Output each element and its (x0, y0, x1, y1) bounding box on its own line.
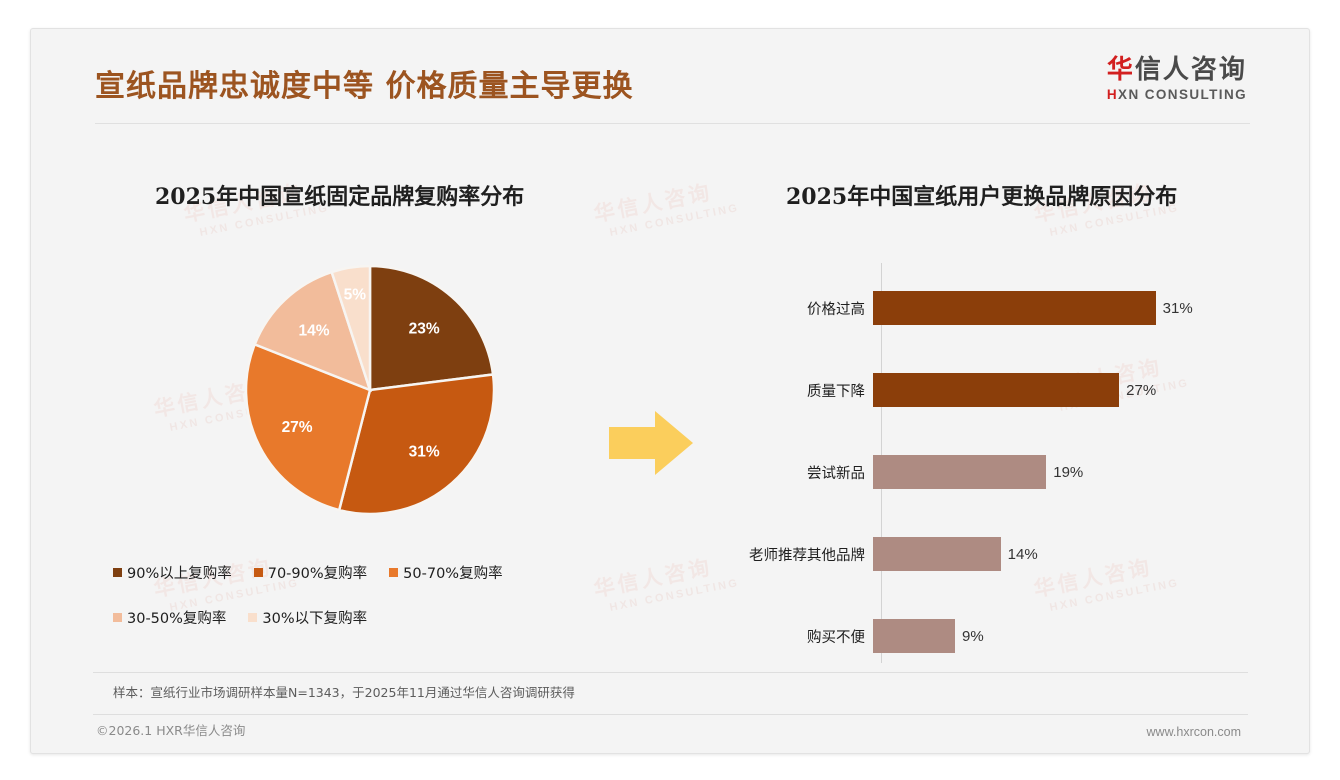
legend-label: 70-90%复购率 (267, 566, 368, 582)
legend-item[interactable]: 90%以上复购率 (113, 562, 232, 583)
legend-label: 30-50%复购率 (127, 611, 227, 627)
legend-swatch (248, 613, 258, 622)
legend-label: 90%以上复购率 (127, 566, 232, 582)
pie-legend: 90%以上复购率 70-90%复购率 50-70%复购率 30-50%复购率 30%以… (113, 562, 653, 652)
bar-fill[interactable] (873, 537, 1001, 571)
bar-track: 27% (873, 373, 1261, 407)
bar-track: 31% (873, 291, 1261, 325)
legend-item[interactable]: 30%以下复购率 (248, 607, 367, 628)
page-title: 宣纸品牌忠诚度中等 价格质量主导更换 (95, 69, 634, 104)
legend-swatch (253, 568, 263, 577)
legend-label: 50-70%复购率 (403, 566, 503, 582)
bar-value-label: 9% (962, 627, 984, 645)
legend-row-2: 30-50%复购率 30%以下复购率 (113, 607, 653, 628)
legend-swatch (113, 613, 122, 622)
legend-item[interactable]: 50-70%复购率 (389, 562, 503, 583)
bar-track: 19% (873, 455, 1261, 489)
pie-chart: 23% 31% 27% 14% 5% (245, 265, 495, 515)
bar-value-label: 19% (1053, 463, 1084, 481)
bar-chart-panel: 2025年中国宣纸用户更换品牌原因分布 价格过高 31% 质量下降 27% 尝试新品 19… (731, 179, 1261, 663)
logo-en-accent: H (1106, 87, 1119, 103)
pie-svg: 23% 31% 27% 14% 5% (245, 265, 495, 515)
bar-category-label: 价格过高 (807, 301, 865, 318)
copyright-text: ©2026.1 HXR华信人咨询 (96, 723, 246, 738)
logo-en-rest: XN CONSULTING (1118, 87, 1247, 103)
legend-item[interactable]: 70-90%复购率 (253, 562, 368, 583)
bar-value-label: 31% (1162, 299, 1193, 317)
bar-fill[interactable] (873, 619, 956, 653)
bar-fill[interactable] (873, 455, 1047, 489)
legend-swatch (113, 568, 122, 577)
slide-canvas: 华信人咨询 HXN CONSULTING 华信人咨询 HXN CONSULTIN… (30, 28, 1310, 754)
legend-item[interactable]: 30-50%复购率 (113, 607, 226, 628)
pie-slice (368, 265, 495, 392)
bar-row: 价格过高 31% (731, 291, 1261, 325)
logo-chinese: 华信人咨询 (1106, 55, 1247, 85)
bar-row: 质量下降 27% (731, 373, 1261, 407)
legend-row-1: 90%以上复购率 70-90%复购率 50-70%复购率 (113, 562, 653, 583)
pie-slice (330, 265, 372, 391)
pie-chart-panel: 2025年中国宣纸固定品牌复购率分布 23% 31% 27% 14% 5% 90%以上复… (93, 179, 653, 627)
pie-slice-label: 5% (344, 286, 367, 303)
bar-value-label: 27% (1126, 381, 1157, 399)
pie-slice-label: 23% (409, 321, 440, 338)
logo-english: HXN CONSULTING (1107, 87, 1247, 102)
bar-row: 老师推荐其他品牌 14% (731, 537, 1261, 571)
bar-category-label: 尝试新品 (807, 465, 865, 482)
bar-chart-title: 2025年中国宣纸用户更换品牌原因分布 (786, 184, 1178, 210)
bar-track: 14% (873, 537, 1261, 571)
bar-fill[interactable] (873, 373, 1120, 407)
website-link[interactable]: www.hxrcon.com (1146, 725, 1241, 739)
pie-slice-label: 14% (298, 322, 329, 339)
bar-row: 尝试新品 19% (731, 455, 1261, 489)
bar-category-label: 老师推荐其他品牌 (749, 547, 865, 564)
bar-category-label: 质量下降 (807, 383, 865, 400)
legend-swatch (389, 568, 399, 577)
logo-cn-rest: 信人咨询 (1134, 55, 1247, 85)
brand-logo: 华信人咨询 HXN CONSULTING (1106, 55, 1247, 102)
bar-chart: 价格过高 31% 质量下降 27% 尝试新品 19% 老师推荐其他品牌 14% 购买不便 9% (731, 263, 1261, 663)
pie-slice (337, 373, 495, 515)
bar-value-label: 14% (1007, 545, 1038, 563)
slide-header: 宣纸品牌忠诚度中等 价格质量主导更换 华信人咨询 HXN CONSULTING (31, 29, 1309, 125)
logo-cn-accent: 华 (1106, 55, 1135, 85)
bar-row: 购买不便 9% (731, 619, 1261, 653)
bar-category-label: 购买不便 (807, 629, 865, 646)
bar-fill[interactable] (873, 291, 1156, 325)
pie-slice-label: 27% (282, 419, 313, 436)
pie-slice (245, 342, 372, 512)
bar-track: 9% (873, 619, 1261, 653)
header-divider (95, 123, 1250, 124)
pie-chart-title: 2025年中国宣纸固定品牌复购率分布 (155, 184, 525, 210)
footnote-divider (93, 672, 1248, 673)
right-arrow-icon (609, 411, 693, 475)
footnote-text: 样本：宣纸行业市场调研样本量N=1343，于2025年11月通过华信人咨询调研获… (113, 685, 575, 700)
footer-divider (93, 714, 1248, 715)
pie-slice-label: 31% (409, 443, 440, 460)
legend-label: 30%以下复购率 (262, 611, 368, 627)
